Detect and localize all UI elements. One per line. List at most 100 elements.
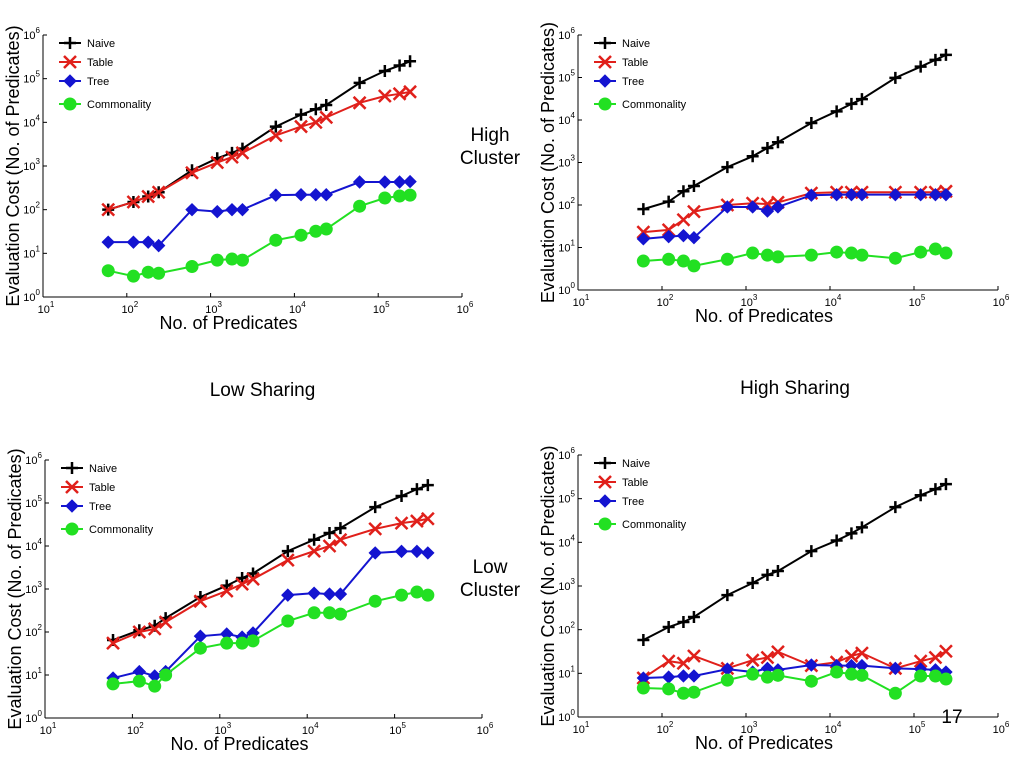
tick-exponent: 5 xyxy=(571,69,576,78)
marker xyxy=(235,636,249,650)
marker xyxy=(889,71,902,84)
tick-base: 10 xyxy=(573,724,585,736)
tick-base: 10 xyxy=(373,304,385,316)
marker xyxy=(687,230,701,245)
marker xyxy=(280,553,295,567)
legend-label: Table xyxy=(89,482,115,494)
tick-base: 10 xyxy=(558,450,570,462)
tick-base: 10 xyxy=(558,200,570,212)
marker xyxy=(151,238,166,253)
tick-base: 10 xyxy=(23,161,35,173)
marker xyxy=(421,588,435,602)
marker xyxy=(219,584,234,598)
marker xyxy=(761,568,774,581)
tick-exponent: 5 xyxy=(571,490,576,499)
x-tick-label: 104 xyxy=(825,720,842,736)
marker xyxy=(322,539,337,553)
marker xyxy=(185,165,199,180)
marker xyxy=(126,235,141,249)
marker xyxy=(676,254,690,268)
marker xyxy=(378,191,392,205)
tick-base: 10 xyxy=(25,670,37,682)
y-tick-label: 103 xyxy=(558,577,575,593)
marker xyxy=(281,545,294,558)
tick-base: 10 xyxy=(558,668,570,680)
marker xyxy=(888,686,902,700)
marker xyxy=(598,74,612,88)
y-tick-label: 101 xyxy=(25,666,42,682)
marker xyxy=(159,668,173,682)
x-tick-label: 104 xyxy=(289,300,306,316)
y-tick-label: 103 xyxy=(25,580,42,596)
x-tick-label: 105 xyxy=(389,721,406,737)
marker xyxy=(294,228,308,242)
tick-exponent: 2 xyxy=(669,293,674,302)
marker xyxy=(599,457,611,469)
tick-exponent: 2 xyxy=(571,621,576,630)
tick-base: 10 xyxy=(302,725,314,737)
marker xyxy=(236,572,249,585)
y-tick-label: 100 xyxy=(558,708,575,724)
marker xyxy=(106,636,120,651)
marker xyxy=(368,522,383,536)
marker xyxy=(126,269,140,283)
marker xyxy=(661,222,676,237)
x-tick-label: 106 xyxy=(457,300,474,316)
x-tick-label: 103 xyxy=(741,720,758,736)
tick-exponent: 6 xyxy=(571,26,576,35)
marker xyxy=(63,74,77,88)
marker xyxy=(662,252,676,266)
tick-exponent: 3 xyxy=(38,580,43,589)
marker xyxy=(378,64,391,77)
legend-label: Tree xyxy=(622,496,644,508)
marker xyxy=(760,204,775,218)
x-tick-label: 106 xyxy=(993,293,1010,309)
tick-exponent: 6 xyxy=(1005,293,1010,302)
marker xyxy=(220,636,234,650)
marker xyxy=(352,175,367,189)
tick-exponent: 4 xyxy=(837,293,842,302)
y-tick-label: 104 xyxy=(558,533,575,549)
tick-exponent: 4 xyxy=(837,720,842,729)
marker xyxy=(914,60,927,73)
marker xyxy=(830,245,844,259)
marker xyxy=(830,665,844,679)
x-axis-label: No. of Predicates xyxy=(159,313,297,333)
marker xyxy=(333,607,347,621)
marker xyxy=(378,175,392,189)
marker xyxy=(676,686,690,700)
legend-label: Table xyxy=(87,57,113,69)
marker xyxy=(393,59,406,72)
marker xyxy=(676,228,691,243)
marker xyxy=(637,203,650,216)
tick-exponent: 3 xyxy=(217,300,222,309)
tick-base: 10 xyxy=(558,285,570,297)
marker xyxy=(855,93,868,106)
marker xyxy=(677,615,690,628)
marker xyxy=(855,668,869,682)
marker xyxy=(246,572,260,586)
marker xyxy=(235,145,250,160)
tick-base: 10 xyxy=(23,205,35,217)
marker xyxy=(210,253,224,267)
tick-exponent: 3 xyxy=(571,577,576,586)
marker xyxy=(805,117,818,129)
tick-exponent: 5 xyxy=(401,721,406,730)
marker xyxy=(928,187,943,202)
marker xyxy=(295,108,308,121)
marker xyxy=(268,128,283,143)
legend-label: Naive xyxy=(87,38,115,50)
tick-base: 10 xyxy=(558,30,570,42)
legend-label: Tree xyxy=(87,76,109,88)
tick-base: 10 xyxy=(657,297,669,309)
marker xyxy=(63,97,77,111)
marker xyxy=(395,588,409,602)
marker xyxy=(65,522,79,536)
tick-base: 10 xyxy=(909,297,921,309)
marker xyxy=(636,254,650,268)
marker xyxy=(235,577,249,591)
x-tick-label: 102 xyxy=(121,300,138,316)
series-line xyxy=(107,90,411,211)
annotation: Low Sharing xyxy=(209,380,316,401)
marker xyxy=(63,55,77,69)
